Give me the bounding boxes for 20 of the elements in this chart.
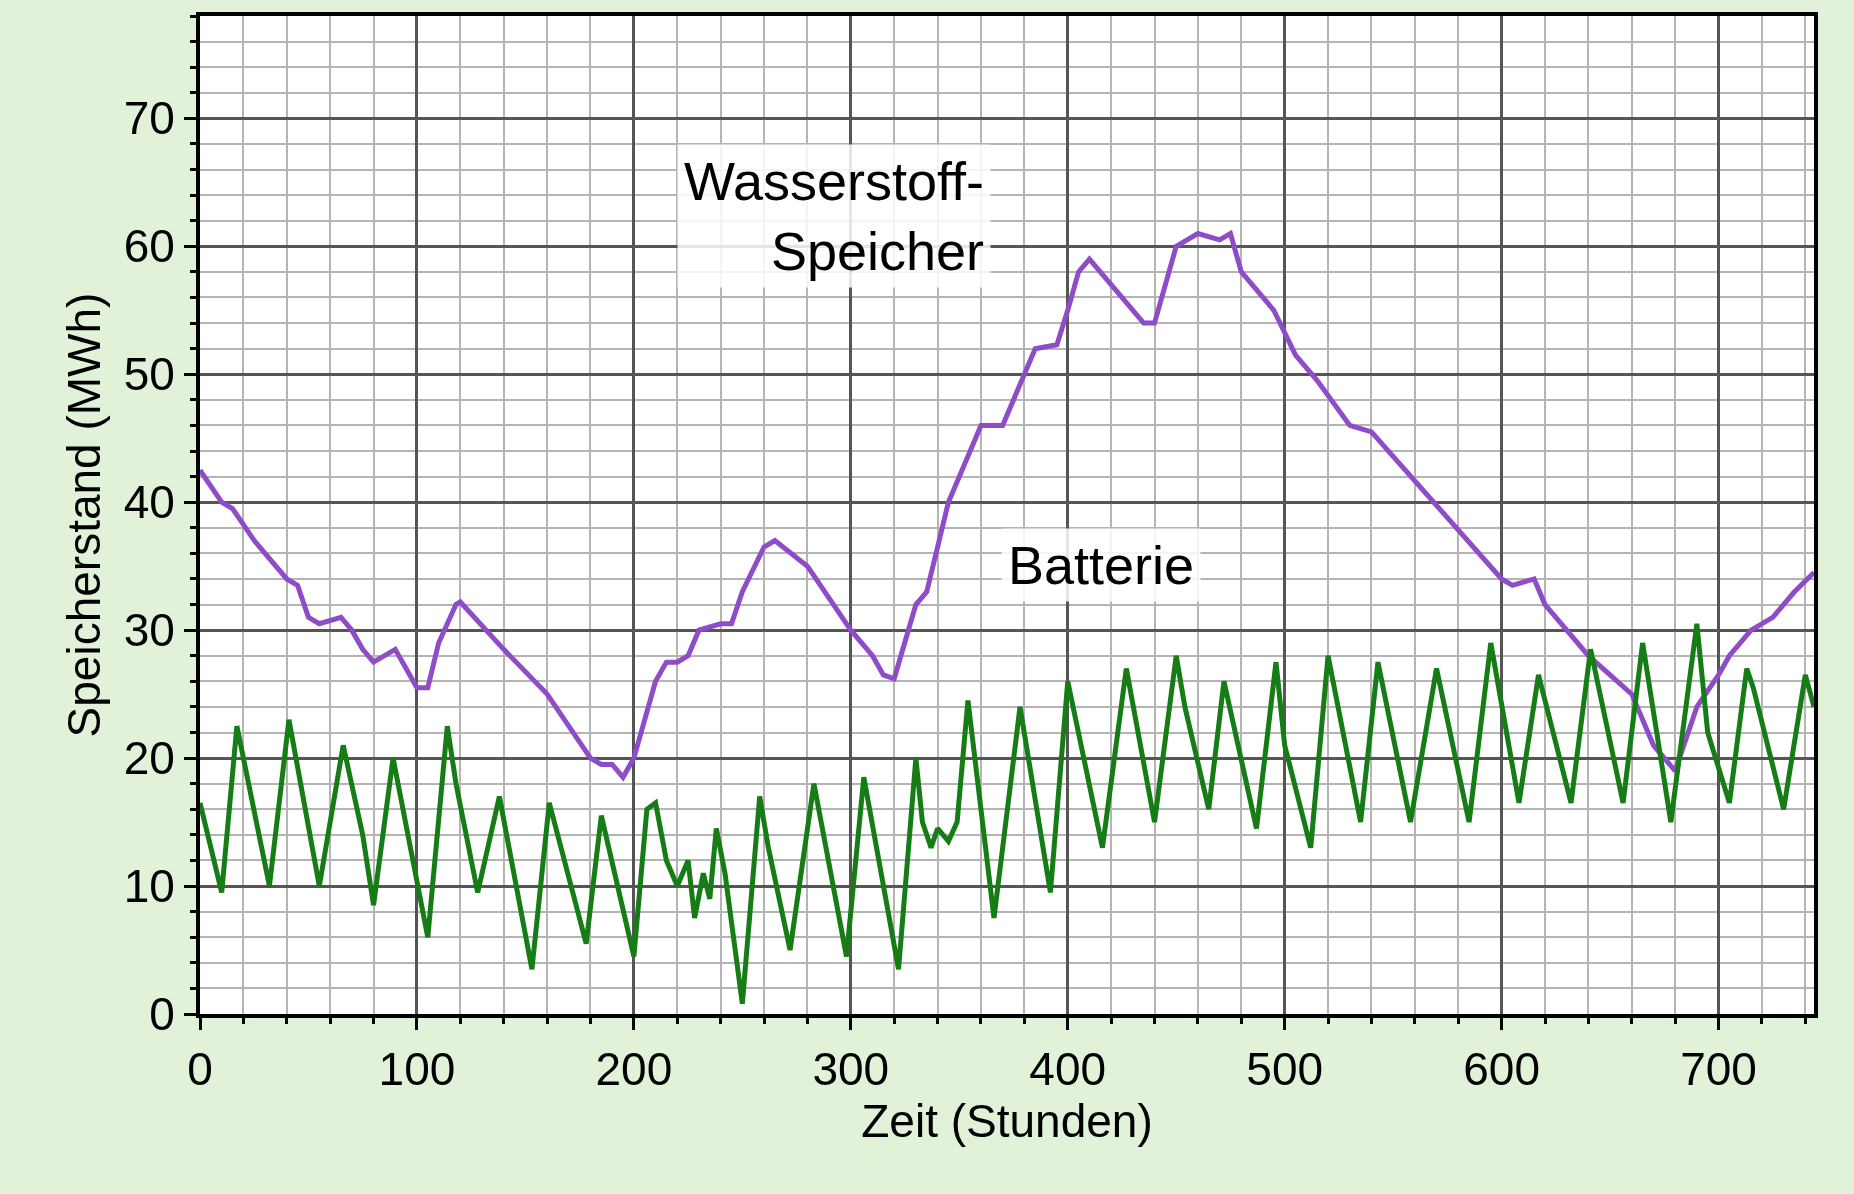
y-tick-label: 60 [123,220,175,273]
y-axis-title: Speicherstand (MWh) [57,292,110,738]
x-tick-label: 200 [595,1043,673,1096]
x-tick-label: 700 [1680,1043,1757,1096]
x-tick-label: 100 [378,1043,456,1096]
y-tick-label: 20 [123,732,175,785]
y-tick-label: 0 [149,988,175,1041]
x-tick-label: 300 [812,1043,890,1096]
y-tick-label: 50 [123,348,175,401]
y-tick-label: 10 [123,860,175,913]
x-tick-label: 500 [1246,1043,1324,1096]
x-tick-label: 600 [1463,1043,1540,1096]
series-label: Wasserstoff- Speicher [684,151,985,282]
x-axis-title: Zeit (Stunden) [861,1095,1153,1148]
x-tick-label: 0 [187,1043,213,1096]
series-label: Batterie [1008,535,1195,595]
y-tick-label: 70 [123,92,175,145]
x-tick-label: 400 [1029,1043,1107,1096]
y-tick-label: 40 [123,476,175,529]
y-tick-label: 30 [123,604,175,657]
